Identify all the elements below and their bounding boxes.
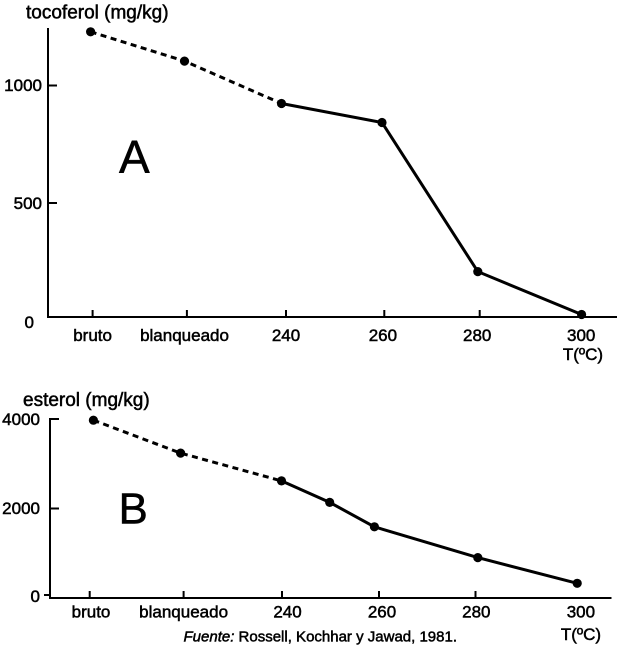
svg-text:bruto: bruto (73, 326, 112, 345)
svg-text:500: 500 (14, 194, 42, 213)
svg-text:A: A (119, 131, 150, 183)
svg-text:300: 300 (567, 326, 595, 345)
svg-text:240: 240 (272, 326, 300, 345)
svg-text:280: 280 (462, 603, 490, 622)
svg-text:0: 0 (25, 313, 34, 332)
svg-text:esterol (mg/kg): esterol (mg/kg) (23, 390, 150, 411)
svg-text:T(ºC): T(ºC) (563, 345, 603, 364)
svg-text:blanqueado: blanqueado (140, 326, 229, 345)
svg-text:0: 0 (31, 587, 40, 606)
svg-text:blanqueado: blanqueado (139, 603, 228, 622)
svg-text:1000: 1000 (4, 76, 42, 95)
svg-text:T(ºC): T(ºC) (561, 625, 601, 644)
svg-text:2000: 2000 (2, 499, 40, 518)
svg-text:B: B (119, 485, 148, 534)
svg-text:260: 260 (369, 326, 397, 345)
svg-text:tocoferol (mg/kg): tocoferol (mg/kg) (26, 3, 169, 24)
svg-text:4000: 4000 (2, 410, 40, 429)
svg-text:260: 260 (368, 603, 396, 622)
svg-text:240: 240 (273, 603, 301, 622)
svg-text:bruto: bruto (72, 603, 111, 622)
svg-text:Fuente: Rossell, Kochhar y Jaw: Fuente: Rossell, Kochhar y Jawad, 1981. (184, 629, 458, 646)
svg-text:280: 280 (463, 326, 491, 345)
svg-text:300: 300 (567, 603, 595, 622)
